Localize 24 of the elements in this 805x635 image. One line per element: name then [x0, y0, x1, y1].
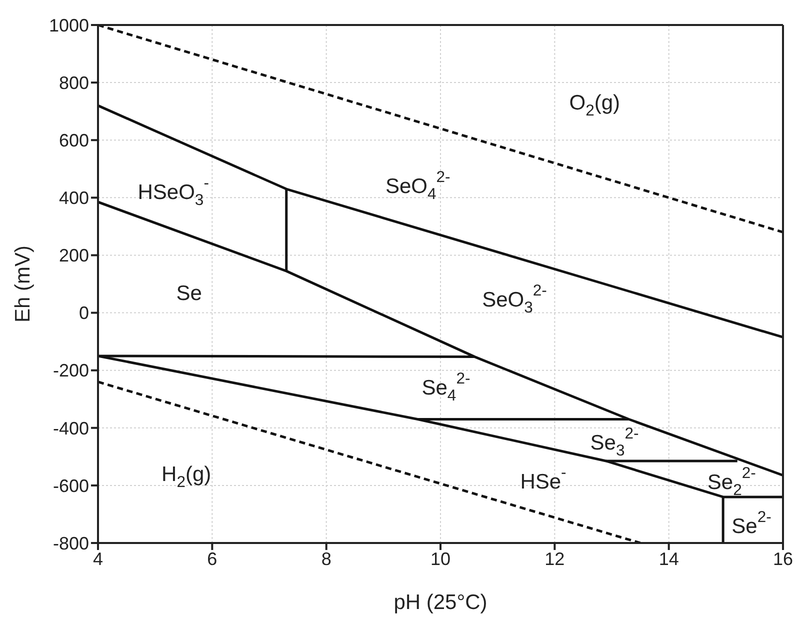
- x-tick-label: 10: [430, 548, 451, 569]
- x-tick-label: 12: [544, 548, 565, 569]
- x-tick-label: 4: [92, 548, 104, 569]
- x-axis-title: pH (25°C): [394, 591, 488, 614]
- y-tick-label: 0: [78, 303, 89, 324]
- y-tick-label: -600: [52, 476, 89, 496]
- x-tick-label: 6: [207, 548, 218, 569]
- y-tick-label: 1000: [48, 15, 89, 36]
- y-tick-label: 600: [58, 130, 89, 150]
- y-tick-label: -400: [52, 418, 89, 438]
- y-tick-label: 800: [58, 72, 89, 93]
- annotation: Se$^{2-}$: [732, 508, 772, 538]
- annotation: H$_{2}$(g): [162, 462, 212, 492]
- x-tick-label: 16: [772, 548, 794, 569]
- y-tick-label: -800: [52, 533, 89, 554]
- y-tick-label: 400: [58, 188, 89, 208]
- x-tick-label: 14: [658, 548, 679, 569]
- y-tick-label: -200: [52, 360, 89, 381]
- x-tick-label: 8: [321, 548, 332, 569]
- y-axis-title: Eh (mV): [11, 245, 34, 323]
- annotation: Se: [176, 281, 202, 304]
- y-tick-label: 200: [58, 246, 89, 266]
- annotation: O$_{2}$(g): [569, 91, 620, 120]
- annotation: HSe$^{-}$: [520, 464, 566, 493]
